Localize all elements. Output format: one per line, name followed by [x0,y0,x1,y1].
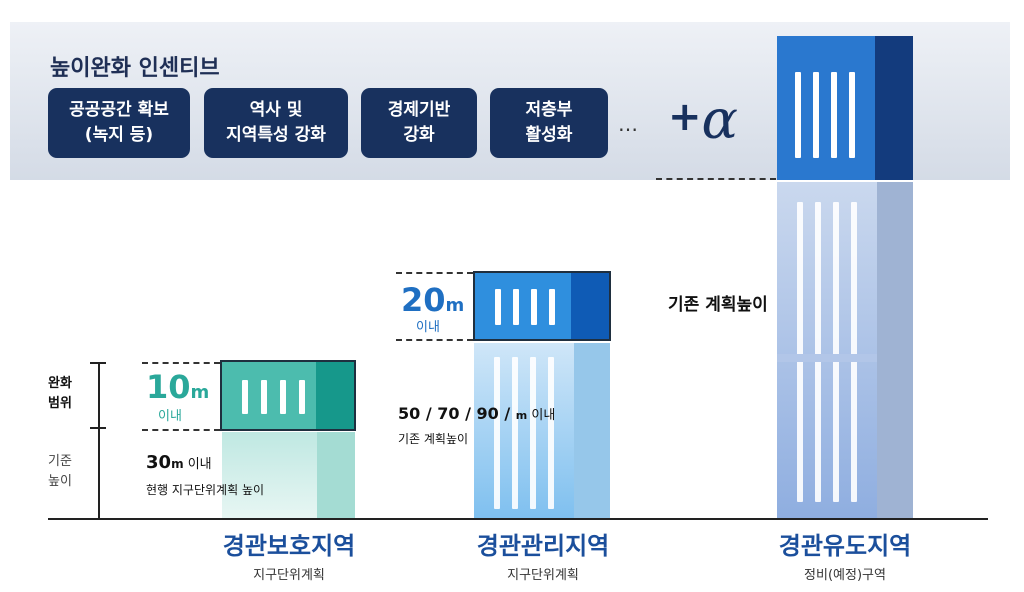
manage-bonus-building [473,271,611,341]
induce-base-building [777,182,913,518]
induce-existing-height-label: 기존 계획높이 [668,295,768,315]
incentive-title: 높이완화 인센티브 [50,56,220,81]
axis-tick [90,362,106,364]
manage-base-dashline [396,339,473,341]
base-height-label: 기준 높이 [48,454,72,489]
manage-zone-name: 경관관리지역 [476,532,610,560]
height-axis [98,362,100,518]
ground-line [48,518,988,520]
manage-top-dashline [396,272,473,274]
protect-zone-sub: 지구단위계획 [253,568,325,583]
protect-zone-name: 경관보호지역 [222,532,356,560]
manage-zone-sub: 지구단위계획 [507,568,579,583]
manage-bonus-caption: 이내 [416,320,440,335]
protect-base-building [222,432,355,518]
protect-base-caption: 현행 지구단위계획 높이 [146,483,265,497]
manage-bonus-value: 20m [401,281,465,319]
ellipsis: … [618,112,638,136]
incentive-item-public-space: 공공공간 확보 (녹지 등) [48,88,190,158]
protect-top-dashline [142,362,220,364]
induce-base-dashline [656,178,776,180]
incentive-item-economy: 경제기반 강화 [361,88,477,158]
manage-base-building [474,343,610,518]
relax-range-label: 완화 범위 [48,376,72,411]
induce-zone-name: 경관유도지역 [778,532,912,560]
plus-alpha-label: +α [668,88,738,151]
protect-bonus-value: 10m [146,368,210,406]
axis-tick [90,427,106,429]
protect-bonus-building [220,360,356,431]
manage-base-value: 50 / 70 / 90 / m 이내 [398,404,556,423]
protect-bonus-caption: 이내 [158,409,182,424]
induce-zone-sub: 정비(예정)구역 [804,568,886,583]
protect-base-dashline [142,429,220,431]
manage-base-caption: 기존 계획높이 [398,432,469,446]
protect-base-value: 30m 이내 [146,452,212,473]
incentive-item-history: 역사 및 지역특성 강화 [204,88,348,158]
induce-bonus-building [777,36,913,180]
incentive-item-ground-floor: 저층부 활성화 [490,88,608,158]
